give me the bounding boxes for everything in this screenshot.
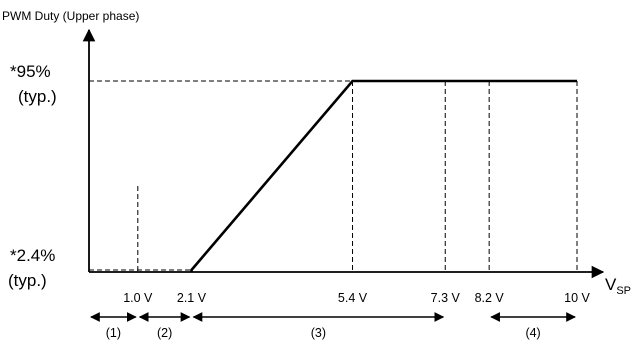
region-label-4: (4): [525, 326, 540, 340]
x-tick-label-1: 2.1 V: [177, 291, 207, 305]
region-label-3: (3): [311, 326, 326, 340]
x-tick-label-2: 5.4 V: [338, 291, 368, 305]
y-label-low-note: (typ.): [8, 271, 47, 290]
region-markers: (1) (2) (3) (4): [90, 312, 576, 340]
x-tick-label-3: 7.3 V: [431, 291, 461, 305]
region-label-1: (1): [106, 326, 121, 340]
x-axis-title-main: V: [605, 275, 617, 294]
x-axis-title-sub: SP: [616, 285, 631, 297]
x-tick-label-4: 8.2 V: [475, 291, 505, 305]
duty-curve: [190, 79, 577, 272]
y-label-high-value: *95%: [10, 62, 51, 81]
x-tick-label-5: 10 V: [564, 291, 590, 305]
guide-lines: [89, 80, 578, 272]
region-label-2: (2): [157, 326, 172, 340]
series-line-0: [190, 79, 577, 272]
y-label-high-note: (typ.): [18, 87, 57, 106]
x-tick-label-0: 1.0 V: [123, 291, 153, 305]
x-axis-title: VSP: [605, 275, 631, 297]
x-tick-labels: 1.0 V 2.1 V 5.4 V 7.3 V 8.2 V 10 V: [123, 291, 590, 305]
y-label-low-value: *2.4%: [10, 246, 55, 265]
y-axis-title: PWM Duty (Upper phase): [2, 9, 139, 23]
